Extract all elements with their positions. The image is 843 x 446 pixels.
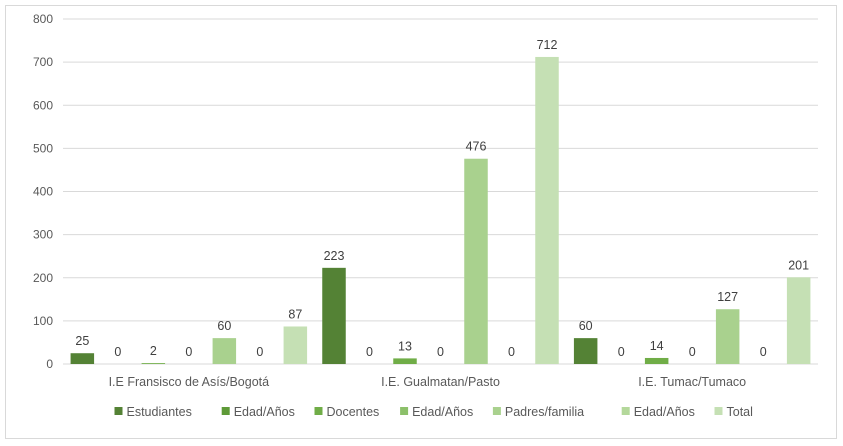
bar xyxy=(283,326,308,364)
legend-label: Total xyxy=(727,405,753,419)
data-label: 13 xyxy=(398,339,412,353)
y-tick-label: 300 xyxy=(33,228,53,242)
y-tick-label: 500 xyxy=(33,141,53,155)
legend-swatch xyxy=(221,407,230,415)
data-label: 223 xyxy=(324,249,345,263)
bar xyxy=(464,158,488,364)
chart-frame: 0 100 200 300 400 500 600 700 800 25 0 2 0 60 0 87 I.E F… xyxy=(5,5,837,439)
bar xyxy=(393,358,417,364)
y-tick-label: 700 xyxy=(33,55,53,69)
legend-label: Edad/Años xyxy=(412,405,473,419)
y-tick-label: 200 xyxy=(33,271,53,285)
bar xyxy=(715,309,740,364)
bar xyxy=(786,277,811,364)
data-label: 0 xyxy=(256,345,263,359)
bar xyxy=(70,353,95,364)
data-label: 0 xyxy=(366,345,373,359)
legend-swatch xyxy=(114,407,123,415)
data-label: 201 xyxy=(788,258,809,272)
data-label: 0 xyxy=(689,345,696,359)
bar xyxy=(322,267,346,364)
data-label: 712 xyxy=(537,38,558,52)
y-tick-label: 100 xyxy=(33,314,53,328)
data-label: 0 xyxy=(437,345,444,359)
bar xyxy=(573,338,598,364)
data-label: 2 xyxy=(150,344,157,358)
legend-swatch xyxy=(714,407,723,415)
y-tick-label: 600 xyxy=(33,98,53,112)
legend-swatch xyxy=(314,407,323,415)
data-label: 60 xyxy=(217,319,231,333)
legend-swatch xyxy=(492,407,501,415)
y-tick-label: 0 xyxy=(46,357,53,371)
data-label: 25 xyxy=(75,334,89,348)
data-label: 0 xyxy=(114,345,121,359)
data-label: 0 xyxy=(185,345,192,359)
data-label: 60 xyxy=(579,319,593,333)
category-label: I.E. Tumac/Tumaco xyxy=(638,375,746,389)
data-label: 476 xyxy=(466,140,487,154)
legend-label: Edad/Años xyxy=(634,405,695,419)
data-label: 87 xyxy=(288,307,302,321)
legend-swatch xyxy=(621,407,630,415)
category-label: I.E Fransisco de Asís/Bogotá xyxy=(109,375,270,389)
legend-swatch xyxy=(400,407,409,415)
legend-label: Padres/familia xyxy=(505,405,584,419)
y-tick-label: 400 xyxy=(33,185,53,199)
data-label: 0 xyxy=(508,345,515,359)
bar xyxy=(141,363,166,364)
data-label: 127 xyxy=(717,290,738,304)
legend-label: Docentes xyxy=(327,405,380,419)
legend-label: Estudiantes xyxy=(127,405,192,419)
data-label: 0 xyxy=(618,345,625,359)
data-label: 0 xyxy=(760,345,767,359)
y-tick-label: 800 xyxy=(33,12,53,26)
data-label: 14 xyxy=(650,339,664,353)
category-label: I.E. Gualmatan/Pasto xyxy=(381,375,500,389)
legend-label: Edad/Años xyxy=(234,405,295,419)
bar xyxy=(212,338,237,364)
bar xyxy=(535,56,559,364)
bar xyxy=(644,357,669,364)
